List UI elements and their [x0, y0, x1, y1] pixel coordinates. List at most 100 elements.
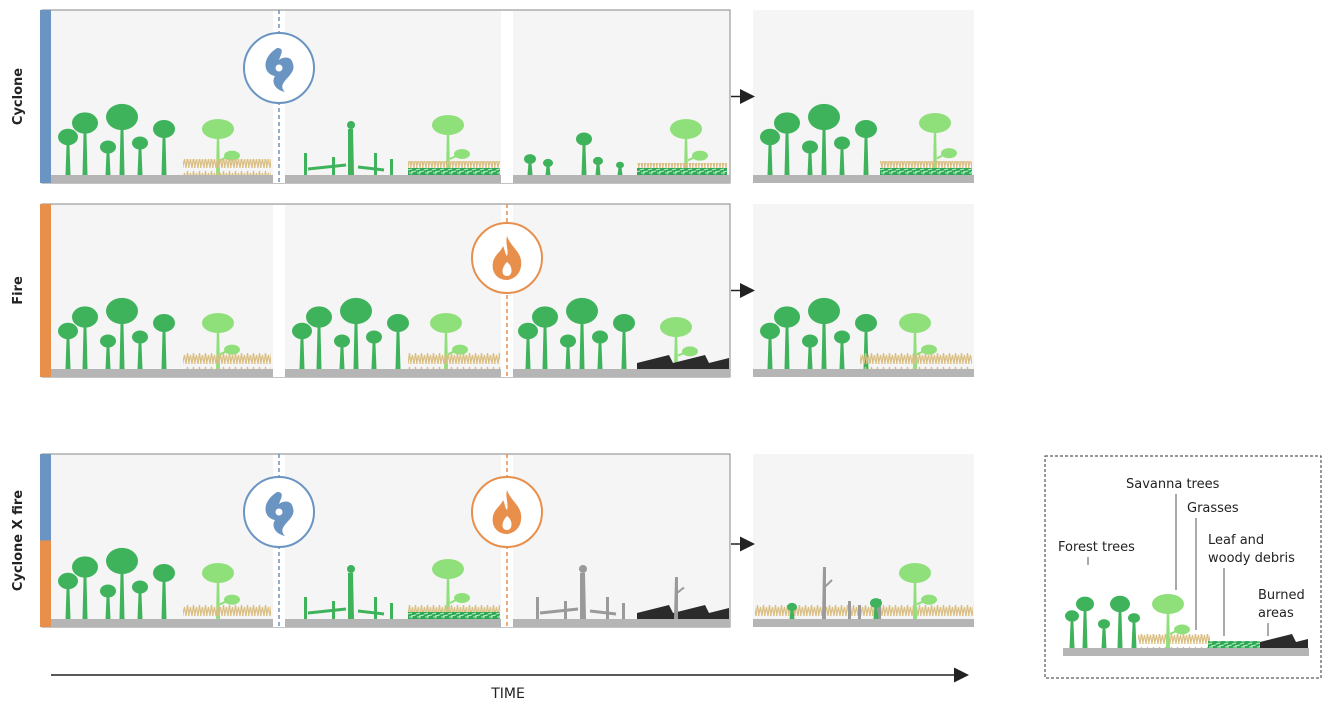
legend-label-savanna: Savanna trees — [1126, 477, 1220, 492]
forest-tree — [524, 154, 536, 175]
forest-tree — [1076, 596, 1094, 648]
legend-ground — [1063, 648, 1309, 656]
cyclone-icon — [243, 32, 315, 104]
forest-tree — [855, 119, 877, 175]
savanna-tree — [1152, 594, 1190, 648]
row-label: Fire — [11, 276, 26, 305]
cyclone-icon — [243, 476, 315, 548]
disturbance-bar — [40, 540, 51, 627]
row-label: Cyclone — [11, 68, 26, 125]
forest-tree — [774, 112, 800, 175]
outcome-panel — [753, 204, 974, 377]
row-0: Cyclone — [11, 9, 974, 184]
dead-stump — [858, 605, 861, 619]
ground-strip — [51, 175, 273, 183]
forest-tree — [72, 112, 98, 175]
disturbance-bar — [40, 10, 51, 183]
row-2: Cyclone X fire — [11, 453, 974, 628]
forest-tree — [532, 306, 558, 369]
forest-tree — [153, 563, 175, 619]
grass-layer — [1138, 634, 1210, 648]
forest-tree — [593, 156, 603, 175]
legend: Forest trees Savanna trees Grasses Leaf and… — [1044, 455, 1322, 679]
flame-icon — [471, 222, 543, 294]
forest-tree — [100, 140, 116, 175]
forest-tree — [58, 128, 78, 175]
dead-savanna-tree — [822, 567, 833, 619]
ground-strip — [753, 369, 974, 377]
forest-tree — [616, 161, 624, 175]
forest-tree — [518, 322, 538, 369]
ground-strip — [513, 175, 730, 183]
outcome-panel — [753, 10, 974, 183]
savanna-tree — [202, 563, 240, 619]
timeline-panel — [41, 9, 731, 184]
forest-tree — [58, 572, 78, 619]
ground-strip — [51, 619, 273, 627]
broken-trees — [304, 121, 393, 175]
forest-tree — [1098, 619, 1110, 648]
forest-tree — [106, 547, 138, 619]
grass-layer — [860, 353, 972, 369]
forest-tree — [760, 322, 780, 369]
forest-tree — [834, 330, 850, 369]
broken-trees — [304, 565, 393, 619]
forest-tree — [592, 330, 608, 369]
forest-tree — [340, 297, 372, 369]
ground-strip — [513, 369, 730, 377]
ground-strip — [753, 175, 974, 183]
grass-layer — [408, 353, 500, 369]
grass-layer — [183, 353, 271, 369]
forest-tree — [566, 297, 598, 369]
forest-tree — [808, 297, 840, 369]
row-label: Cyclone X fire — [11, 490, 26, 591]
savanna-tree — [660, 317, 698, 369]
legend-label-forest: Forest trees — [1058, 540, 1135, 555]
ground-strip — [51, 369, 273, 377]
legend-label-grass: Grasses — [1187, 501, 1239, 516]
legend-label-debris: woody debris — [1208, 551, 1295, 566]
forest-tree — [576, 132, 592, 175]
forest-tree — [802, 334, 818, 369]
forest-tree — [132, 136, 148, 175]
debris-layer — [408, 168, 500, 175]
ground-strip — [285, 619, 501, 627]
disturbance-bar — [40, 454, 51, 541]
forest-tree — [100, 584, 116, 619]
disturbance-bar — [40, 204, 51, 377]
ground-strip — [753, 619, 974, 627]
forest-tree — [1065, 610, 1079, 648]
grass-layer — [183, 159, 271, 175]
debris-layer — [408, 612, 500, 619]
timeline-panel — [41, 203, 731, 378]
forest-tree — [132, 580, 148, 619]
dead-stump — [848, 601, 851, 619]
forest-tree — [366, 330, 382, 369]
forest-tree — [774, 306, 800, 369]
forest-tree — [808, 103, 840, 175]
forest-tree — [106, 297, 138, 369]
forest-tree — [153, 313, 175, 369]
forest-tree — [1128, 613, 1140, 648]
grass-layer — [755, 605, 973, 619]
legend-label-debris: Leaf and — [1208, 533, 1264, 548]
forest-tree — [106, 103, 138, 175]
flame-icon — [471, 476, 543, 548]
debris-layer — [1208, 641, 1260, 648]
forest-tree — [100, 334, 116, 369]
row-1: Fire — [11, 203, 974, 378]
forest-tree — [72, 306, 98, 369]
forest-tree — [787, 602, 797, 619]
forest-tree — [132, 330, 148, 369]
forest-tree — [1110, 595, 1130, 648]
forest-tree — [292, 322, 312, 369]
forest-tree — [387, 313, 409, 369]
forest-tree — [834, 136, 850, 175]
forest-tree — [870, 598, 882, 619]
legend-label-burned: areas — [1258, 606, 1294, 621]
outcome-panel — [753, 454, 974, 627]
time-axis-label: TIME — [490, 686, 525, 701]
forest-tree — [334, 334, 350, 369]
timeline-panel — [41, 453, 731, 628]
